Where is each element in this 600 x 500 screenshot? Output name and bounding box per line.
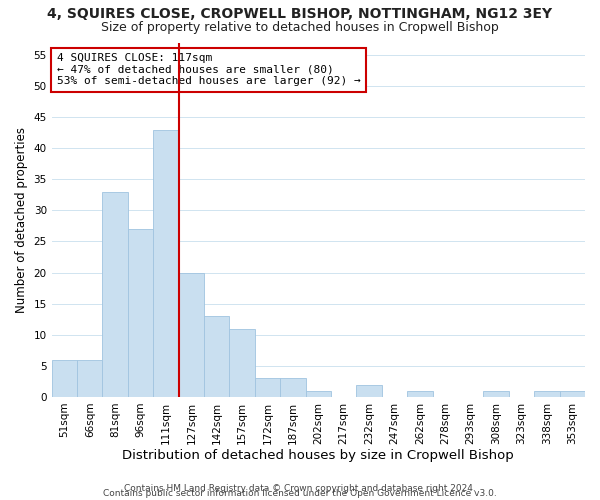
Bar (534, 390, 560, 397)
Text: Contains HM Land Registry data © Crown copyright and database right 2024.: Contains HM Land Registry data © Crown c… (124, 484, 476, 493)
Bar (280, 378, 305, 397)
X-axis label: Distribution of detached houses by size in Cropwell Bishop: Distribution of detached houses by size … (122, 450, 514, 462)
Bar (77, 360, 103, 397)
Bar (52, 360, 77, 397)
Bar (305, 390, 331, 397)
Bar (204, 316, 229, 397)
Bar (179, 272, 204, 397)
Bar (255, 378, 280, 397)
Bar (356, 384, 382, 397)
Text: 4, SQUIRES CLOSE, CROPWELL BISHOP, NOTTINGHAM, NG12 3EY: 4, SQUIRES CLOSE, CROPWELL BISHOP, NOTTI… (47, 8, 553, 22)
Bar (229, 328, 255, 397)
Bar (103, 192, 128, 397)
Bar (407, 390, 433, 397)
Bar (560, 390, 585, 397)
Text: 4 SQUIRES CLOSE: 117sqm
← 47% of detached houses are smaller (80)
53% of semi-de: 4 SQUIRES CLOSE: 117sqm ← 47% of detache… (57, 53, 361, 86)
Text: Size of property relative to detached houses in Cropwell Bishop: Size of property relative to detached ho… (101, 21, 499, 34)
Y-axis label: Number of detached properties: Number of detached properties (15, 126, 28, 312)
Text: Contains public sector information licensed under the Open Government Licence v3: Contains public sector information licen… (103, 490, 497, 498)
Bar (484, 390, 509, 397)
Bar (153, 130, 179, 397)
Bar (128, 229, 153, 397)
